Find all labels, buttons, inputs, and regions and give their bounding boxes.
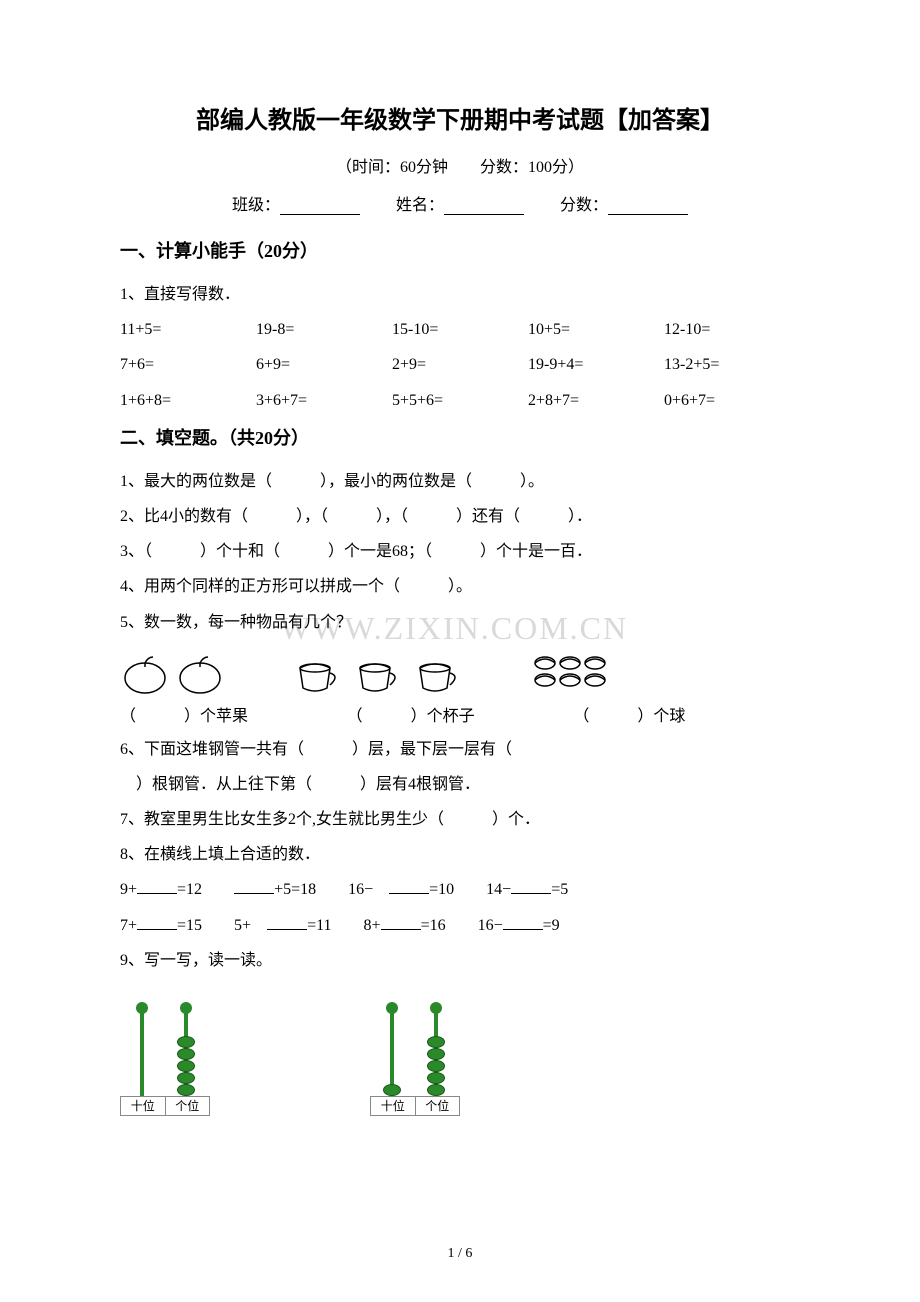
calc-cell: 12-10=	[664, 312, 800, 347]
items-row	[120, 648, 800, 698]
bead-icon	[177, 1060, 195, 1072]
s2-q2: 2、比4小的数有（ ），（ ），（ ）还有（ ）．	[120, 499, 800, 534]
class-blank[interactable]	[280, 197, 360, 215]
bead-icon	[427, 1036, 445, 1048]
s2-q6b: ）根钢管．从上往下第（ ）层有4根钢管．	[120, 767, 800, 802]
abacus-tens-label: 十位	[121, 1097, 166, 1115]
fill-blank[interactable]	[511, 893, 551, 894]
rod-top-icon	[386, 1002, 398, 1014]
q8-text: =11 8+	[307, 917, 380, 934]
calc-row-3: 1+6+8= 3+6+7= 5+5+6= 2+8+7= 0+6+7=	[120, 383, 800, 418]
calc-row-1: 11+5= 19-8= 15-10= 10+5= 12-10=	[120, 312, 800, 347]
abacus-base: 十位 个位	[370, 1096, 460, 1116]
q8-text: =9	[543, 917, 560, 934]
s2-q8: 8、在横线上填上合适的数．	[120, 837, 800, 872]
apple-icon	[120, 648, 250, 698]
s2-q5: 5、数一数，每一种物品有几个？	[120, 605, 800, 640]
abacus-ones-label: 个位	[166, 1097, 210, 1115]
fill-blank[interactable]	[389, 893, 429, 894]
cup-label: （ ）个杯子	[347, 702, 574, 726]
name-label: 姓名：	[396, 197, 444, 214]
calc-cell: 15-10=	[392, 312, 528, 347]
fill-blank[interactable]	[267, 929, 307, 930]
calc-cell: 19-9+4=	[528, 347, 664, 382]
score-label: 分数：	[560, 197, 608, 214]
abacus-ones-label: 个位	[416, 1097, 460, 1115]
ball-icon	[530, 648, 630, 698]
calc-cell: 2+8+7=	[528, 383, 664, 418]
bead-icon	[383, 1084, 401, 1096]
bead-icon	[427, 1048, 445, 1060]
calc-cell: 13-2+5=	[664, 347, 800, 382]
bead-icon	[177, 1048, 195, 1060]
bead-icon	[177, 1084, 195, 1096]
q8-text: =12	[177, 881, 234, 898]
s2-q8-row1: 9+ =12 +5=18 16− =10 14− =5	[120, 872, 800, 907]
s2-q3: 3、（ ）个十和（ ）个一是68；（ ）个十是一百．	[120, 534, 800, 569]
abacus-rod-tens	[390, 1006, 394, 1096]
q8-text: =16 16−	[421, 917, 503, 934]
fill-blank[interactable]	[503, 929, 543, 930]
fill-blank[interactable]	[381, 929, 421, 930]
class-label: 班级：	[232, 197, 280, 214]
s2-q8-row2: 7+ =15 5+ =11 8+ =16 16− =9	[120, 908, 800, 943]
page-footer: 1 / 6	[0, 1246, 920, 1262]
abacus-1: 十位 个位	[120, 996, 210, 1116]
abacus-rod-tens	[140, 1006, 144, 1096]
bead-icon	[177, 1072, 195, 1084]
bead-icon	[427, 1084, 445, 1096]
bead-icon	[427, 1060, 445, 1072]
q8-text: =10 14−	[429, 881, 511, 898]
abacus-base: 十位 个位	[120, 1096, 210, 1116]
s2-q9: 9、写一写，读一读。	[120, 943, 800, 978]
bead-icon	[427, 1072, 445, 1084]
fill-blank[interactable]	[234, 893, 274, 894]
calc-cell: 10+5=	[528, 312, 664, 347]
abacus-rod-ones	[184, 1006, 188, 1096]
ball-label: （ ）个球	[573, 702, 800, 726]
page-subtitle: （时间：60分钟 分数：100分）	[120, 153, 800, 177]
cup-icon	[290, 648, 490, 698]
calc-cell: 7+6=	[120, 347, 256, 382]
calc-cell: 11+5=	[120, 312, 256, 347]
abacus-2: 十位 个位	[370, 996, 460, 1116]
section2-heading: 二、填空题。（共20分）	[120, 424, 800, 450]
calc-cell: 19-8=	[256, 312, 392, 347]
info-line: 班级： 姓名： 分数：	[120, 191, 800, 215]
rod-top-icon	[180, 1002, 192, 1014]
abacus-tens-label: 十位	[371, 1097, 416, 1115]
bead-icon	[177, 1036, 195, 1048]
calc-cell: 6+9=	[256, 347, 392, 382]
q8-text: 7+	[120, 917, 137, 934]
calc-cell: 5+5+6=	[392, 383, 528, 418]
fill-blank[interactable]	[137, 893, 177, 894]
rod-top-icon	[136, 1002, 148, 1014]
abacus-rod-ones	[434, 1006, 438, 1096]
calc-row-2: 7+6= 6+9= 2+9= 19-9+4= 13-2+5=	[120, 347, 800, 382]
calc-cell: 0+6+7=	[664, 383, 800, 418]
s2-q7: 7、教室里男生比女生多2个,女生就比男生少（ ）个．	[120, 802, 800, 837]
q8-text: =5	[551, 881, 568, 898]
q1-label: 1、直接写得数．	[120, 277, 800, 312]
rod-top-icon	[430, 1002, 442, 1014]
s2-q6a: 6、下面这堆钢管一共有（ ）层，最下层一层有（	[120, 732, 800, 767]
s2-q4: 4、用两个同样的正方形可以拼成一个（ ）。	[120, 569, 800, 604]
items-label-row: （ ）个苹果 （ ）个杯子 （ ）个球	[120, 702, 800, 726]
q8-text: +5=18 16−	[274, 881, 389, 898]
name-blank[interactable]	[444, 197, 524, 215]
score-blank[interactable]	[608, 197, 688, 215]
section1-heading: 一、计算小能手（20分）	[120, 237, 800, 263]
q8-text: 9+	[120, 881, 137, 898]
abacus-row: 十位 个位 十位 个位	[120, 996, 800, 1116]
calc-cell: 1+6+8=	[120, 383, 256, 418]
calc-cell: 2+9=	[392, 347, 528, 382]
s2-q1: 1、最大的两位数是（ ），最小的两位数是（ ）。	[120, 464, 800, 499]
apple-label: （ ）个苹果	[120, 702, 347, 726]
q8-text: =15 5+	[177, 917, 267, 934]
page-title: 部编人教版一年级数学下册期中考试题【加答案】	[120, 100, 800, 135]
fill-blank[interactable]	[137, 929, 177, 930]
page-content: 部编人教版一年级数学下册期中考试题【加答案】 （时间：60分钟 分数：100分）…	[120, 100, 800, 1116]
calc-cell: 3+6+7=	[256, 383, 392, 418]
